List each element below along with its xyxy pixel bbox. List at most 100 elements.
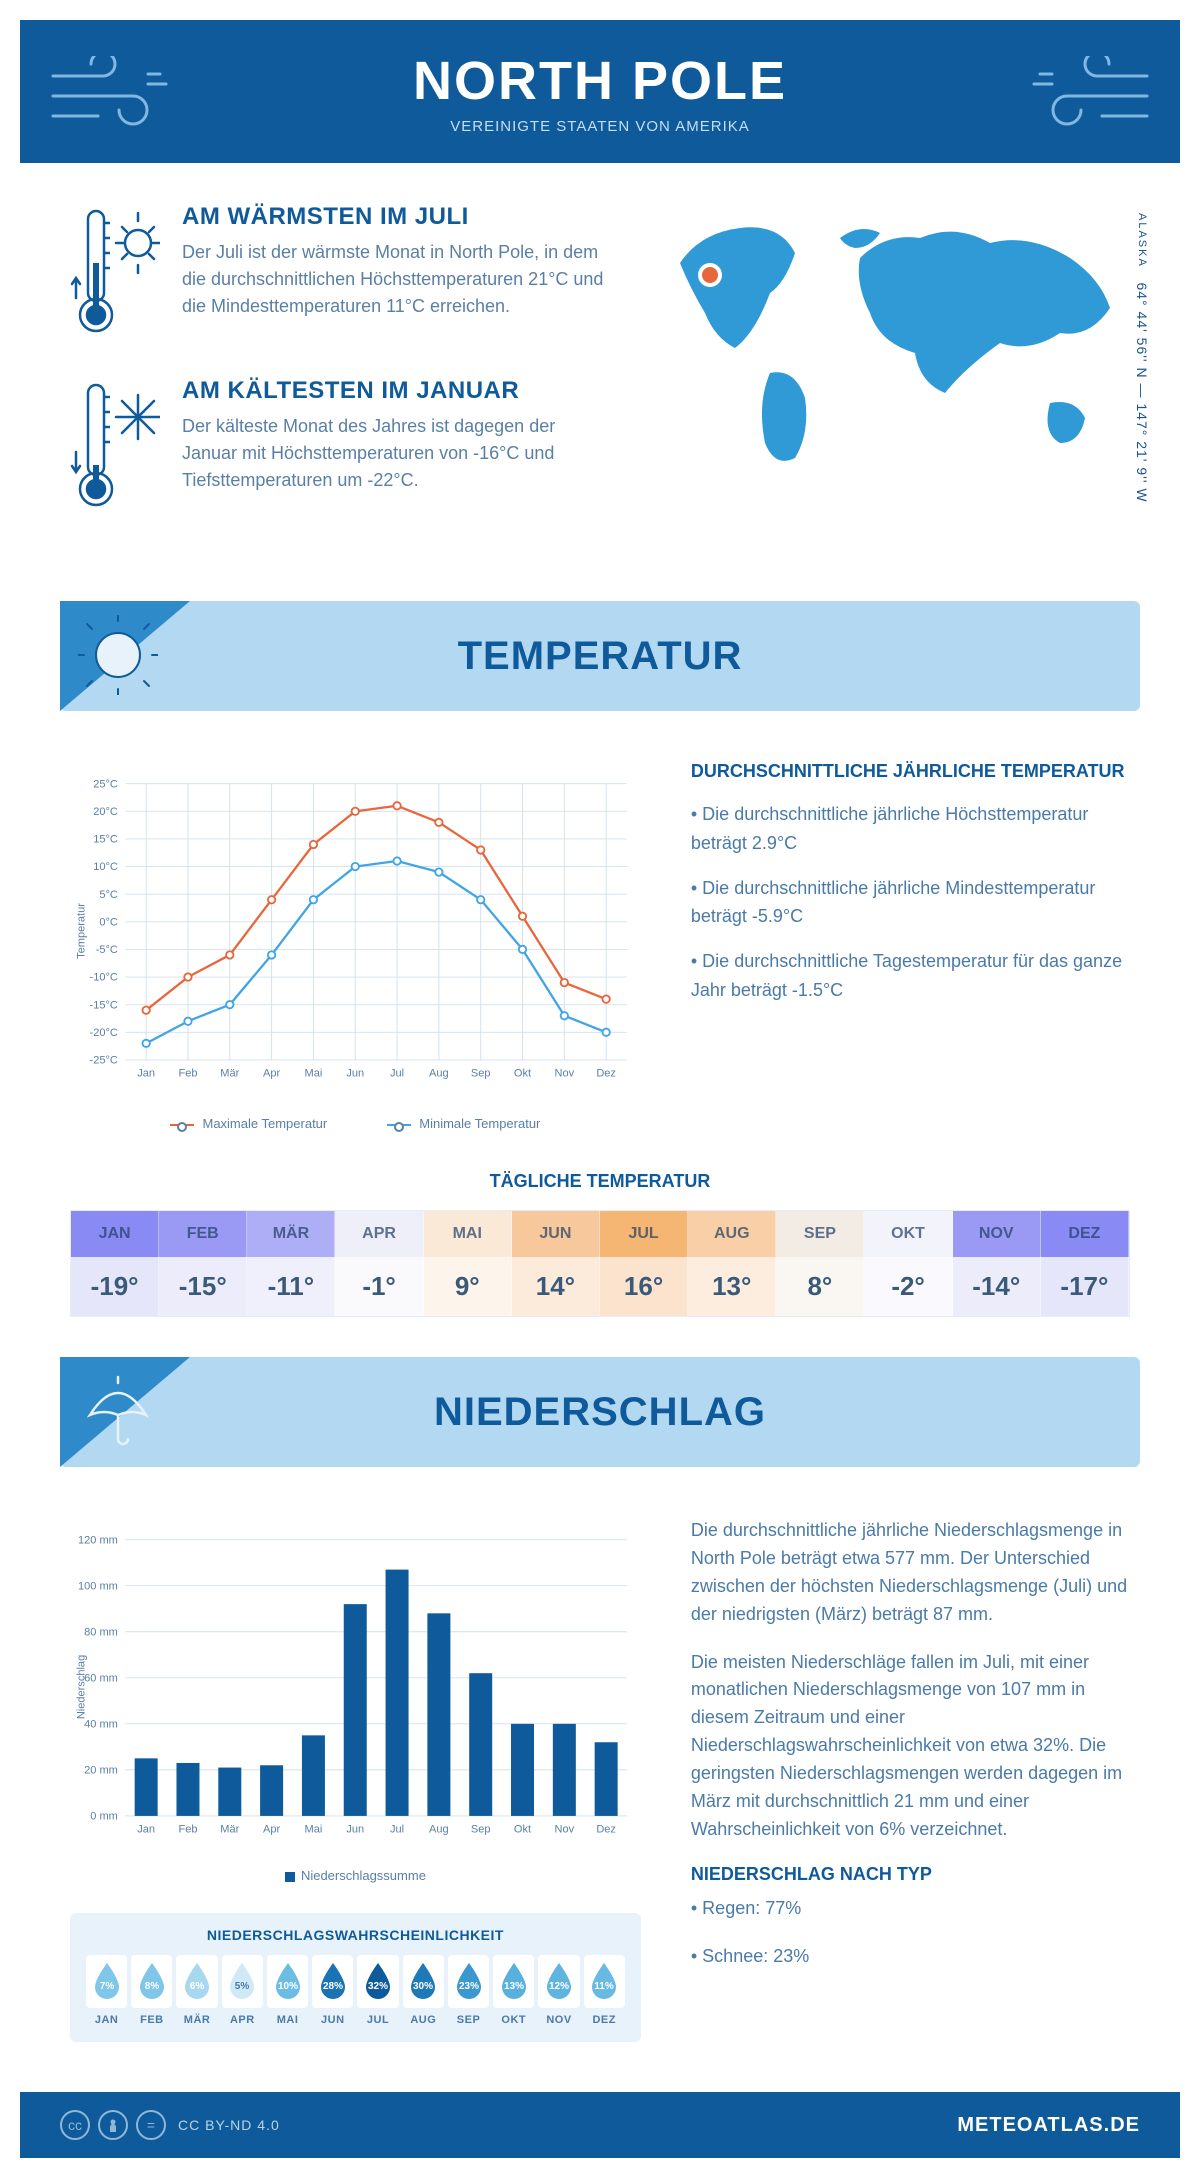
svg-text:Mai: Mai <box>305 1067 323 1079</box>
svg-text:-20°C: -20°C <box>90 1027 118 1039</box>
svg-text:6%: 6% <box>190 1981 205 1992</box>
svg-text:Mär: Mär <box>220 1067 239 1079</box>
prob-cell: 11% DEZ <box>584 1955 625 2026</box>
daily-temp-value: -17° <box>1041 1257 1129 1316</box>
by-icon <box>98 2110 128 2140</box>
daily-temp-value: -11° <box>247 1257 335 1316</box>
svg-text:25°C: 25°C <box>93 778 118 790</box>
svg-text:Apr: Apr <box>263 1067 280 1079</box>
daily-temp-value: -14° <box>953 1257 1041 1316</box>
warmest-body: Der Juli ist der wärmste Monat in North … <box>182 239 610 320</box>
raindrop-icon: 23% <box>454 1961 484 1999</box>
svg-text:Apr: Apr <box>263 1823 280 1835</box>
daily-temp-month: AUG <box>688 1211 776 1257</box>
precip-type-title: NIEDERSCHLAG NACH TYP <box>691 1864 1130 1885</box>
daily-temp-value: 8° <box>776 1257 864 1316</box>
daily-temp-value: 9° <box>424 1257 512 1316</box>
svg-text:0 mm: 0 mm <box>90 1811 118 1823</box>
raindrop-icon: 5% <box>227 1961 257 1999</box>
daily-temp-month: OKT <box>864 1211 952 1257</box>
coldest-title: AM KÄLTESTEN IM JANUAR <box>182 377 610 405</box>
page-title: NORTH POLE <box>60 50 1140 112</box>
precip-probability-box: NIEDERSCHLAGSWAHRSCHEINLICHKEIT 7% JAN 8… <box>70 1913 641 2042</box>
svg-text:Okt: Okt <box>514 1823 531 1835</box>
raindrop-icon: 8% <box>137 1961 167 1999</box>
svg-text:10%: 10% <box>278 1981 298 1992</box>
svg-text:Aug: Aug <box>429 1823 449 1835</box>
svg-text:Dez: Dez <box>596 1823 616 1835</box>
thermometer-cold-icon <box>70 377 160 517</box>
precip-type-bullet: • Regen: 77% <box>691 1895 1130 1923</box>
prob-cell: 13% OKT <box>493 1955 534 2026</box>
svg-text:Jan: Jan <box>137 1067 155 1079</box>
world-map-icon <box>650 203 1130 483</box>
svg-text:15°C: 15°C <box>93 834 118 846</box>
svg-text:Aug: Aug <box>429 1067 449 1079</box>
legend-max: Maximale Temperatur <box>170 1116 327 1131</box>
svg-text:10°C: 10°C <box>93 861 118 873</box>
prob-cell: 7% JAN <box>86 1955 127 2026</box>
prob-cell: 6% MÄR <box>176 1955 217 2026</box>
temperature-banner: TEMPERATUR <box>60 601 1140 711</box>
svg-text:5°C: 5°C <box>99 889 118 901</box>
svg-text:20°C: 20°C <box>93 806 118 818</box>
svg-text:28%: 28% <box>323 1981 343 1992</box>
precip-para: Die meisten Niederschläge fallen im Juli… <box>691 1649 1130 1844</box>
thermometer-warm-icon <box>70 203 160 343</box>
precip-para: Die durchschnittliche jährliche Niedersc… <box>691 1517 1130 1629</box>
svg-text:Nov: Nov <box>555 1823 575 1835</box>
raindrop-icon: 7% <box>92 1961 122 1999</box>
svg-text:7%: 7% <box>99 1981 114 1992</box>
prob-cell: 10% MAI <box>267 1955 308 2026</box>
cc-icons: cc = <box>60 2110 166 2140</box>
temperature-chart: -25°C-20°C-15°C-10°C-5°C0°C5°C10°C15°C20… <box>70 761 641 1131</box>
svg-text:12%: 12% <box>549 1981 569 1992</box>
daily-temp-month: MAI <box>424 1211 512 1257</box>
raindrop-icon: 13% <box>499 1961 529 1999</box>
prob-cell: 5% APR <box>222 1955 263 2026</box>
temp-bullet: • Die durchschnittliche Tagestemperatur … <box>691 947 1130 1005</box>
svg-text:Okt: Okt <box>514 1067 531 1079</box>
prob-cell: 8% FEB <box>131 1955 172 2026</box>
intro-section: AM WÄRMSTEN IM JULI Der Juli ist der wär… <box>20 163 1180 581</box>
daily-temp-value: 13° <box>688 1257 776 1316</box>
daily-temp-value: -19° <box>71 1257 159 1316</box>
svg-text:Jul: Jul <box>390 1067 404 1079</box>
raindrop-icon: 32% <box>363 1961 393 1999</box>
warmest-fact: AM WÄRMSTEN IM JULI Der Juli ist der wär… <box>70 203 610 343</box>
svg-text:5%: 5% <box>235 1981 250 1992</box>
prob-cell: 23% SEP <box>448 1955 489 2026</box>
daily-temp-value: -2° <box>864 1257 952 1316</box>
svg-text:Temperatur: Temperatur <box>76 903 88 959</box>
temp-info-title: DURCHSCHNITTLICHE JÄHRLICHE TEMPERATUR <box>691 761 1130 782</box>
svg-text:0°C: 0°C <box>99 916 118 928</box>
svg-text:Feb: Feb <box>178 1067 197 1079</box>
svg-text:Jun: Jun <box>346 1067 364 1079</box>
svg-text:40 mm: 40 mm <box>84 1719 118 1731</box>
daily-temp-value: -1° <box>335 1257 423 1316</box>
daily-temp-month: FEB <box>159 1211 247 1257</box>
daily-temp-month: DEZ <box>1041 1211 1129 1257</box>
svg-text:Jul: Jul <box>390 1823 404 1835</box>
svg-text:-10°C: -10°C <box>90 972 118 984</box>
daily-temp-title: TÄGLICHE TEMPERATUR <box>70 1171 1130 1192</box>
svg-text:20 mm: 20 mm <box>84 1765 118 1777</box>
precipitation-chart: 0 mm20 mm40 mm60 mm80 mm100 mm120 mmJanF… <box>70 1517 641 1883</box>
svg-text:Jan: Jan <box>137 1823 155 1835</box>
cc-icon: cc <box>60 2110 90 2140</box>
temperature-heading: TEMPERATUR <box>458 634 743 679</box>
prob-cell: 28% JUN <box>312 1955 353 2026</box>
temp-bullet: • Die durchschnittliche jährliche Höchst… <box>691 800 1130 858</box>
coldest-body: Der kälteste Monat des Jahres ist dagege… <box>182 413 610 494</box>
location-marker-icon <box>702 267 718 283</box>
svg-text:8%: 8% <box>145 1981 160 1992</box>
wind-icon-right <box>1012 56 1152 136</box>
prob-cell: 12% NOV <box>538 1955 579 2026</box>
svg-text:13%: 13% <box>504 1981 524 1992</box>
page-subtitle: VEREINIGTE STAATEN VON AMERIKA <box>60 118 1140 135</box>
brand-label: METEOATLAS.DE <box>957 2114 1140 2137</box>
svg-text:Mär: Mär <box>220 1823 239 1835</box>
coordinates-label: ALASKA 64° 44' 56'' N — 147° 21' 9'' W <box>1134 213 1150 503</box>
svg-text:11%: 11% <box>595 1981 615 1992</box>
svg-text:60 mm: 60 mm <box>84 1672 118 1684</box>
